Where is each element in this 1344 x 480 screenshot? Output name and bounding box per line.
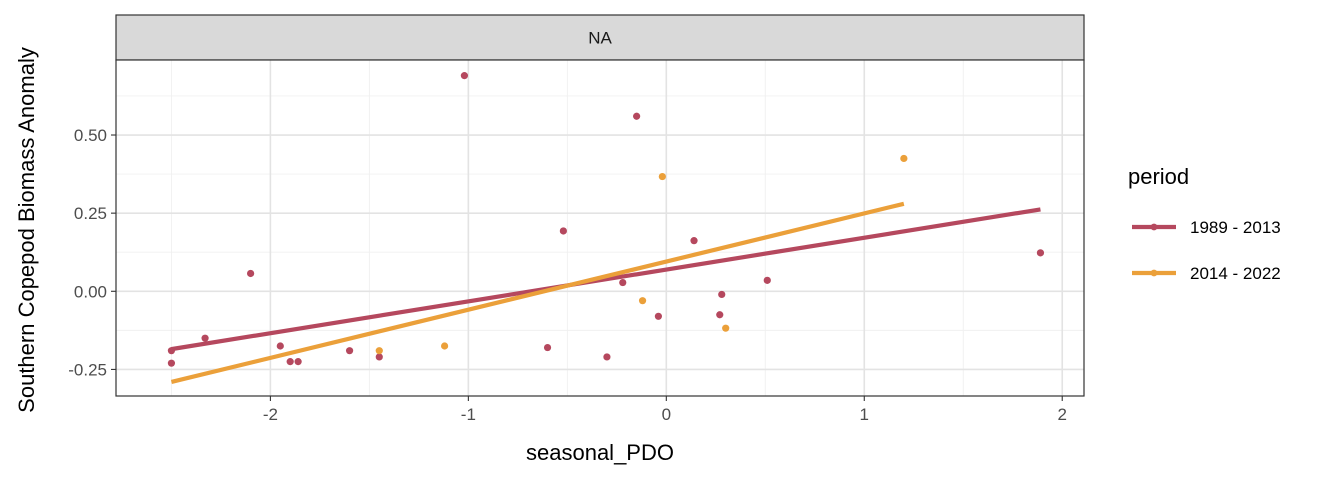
data-point — [375, 353, 383, 361]
x-tick-label: -1 — [461, 405, 476, 424]
data-point — [900, 154, 908, 163]
minor-gridlines — [116, 60, 1084, 396]
data-point — [716, 311, 724, 319]
y-tick-label: -0.25 — [68, 360, 107, 379]
data-point — [633, 112, 641, 120]
legend-label: 1989 - 2013 — [1190, 218, 1281, 237]
facet-strip — [115, 14, 1085, 61]
data-points — [167, 72, 1045, 367]
data-point — [345, 347, 354, 355]
data-point — [638, 297, 647, 305]
data-point — [603, 353, 611, 361]
x-axis-title: seasonal_PDO — [526, 440, 674, 465]
facet-strip-label: NA — [588, 29, 612, 48]
data-point — [294, 358, 302, 366]
data-point — [619, 278, 627, 287]
x-tick-label: 2 — [1057, 405, 1066, 424]
data-point — [276, 342, 284, 350]
data-point — [718, 290, 726, 299]
panel-border — [115, 59, 1085, 397]
data-point — [441, 342, 449, 350]
data-point — [654, 312, 662, 320]
legend-key-point — [1150, 269, 1158, 277]
fit-line-1989-2013 — [171, 207, 1041, 352]
y-axis: -0.25 0.00 0.25 0.50 — [68, 126, 116, 379]
data-point — [1036, 249, 1045, 257]
x-tick-label: -2 — [263, 405, 278, 424]
data-point — [201, 334, 209, 342]
major-gridlines — [116, 60, 1084, 396]
y-tick-label: 0.25 — [74, 204, 107, 223]
data-point — [722, 324, 730, 332]
data-point — [167, 347, 176, 355]
legend-key-point — [1150, 223, 1158, 231]
plot-panel — [116, 60, 1084, 396]
y-tick-label: 0.00 — [74, 282, 107, 301]
y-tick-label: 0.50 — [74, 126, 107, 145]
data-point — [658, 172, 666, 181]
x-axis: -2 -1 0 1 2 — [263, 396, 1067, 424]
data-point — [247, 269, 255, 278]
legend: period 1989 - 2013 2014 - 2022 — [1128, 164, 1281, 283]
data-point — [690, 237, 698, 245]
data-point — [167, 359, 176, 367]
data-point — [543, 343, 552, 352]
y-axis-title: Southern Copepod Biomass Anomaly — [14, 47, 39, 413]
data-point — [559, 227, 567, 235]
x-tick-label: 0 — [662, 405, 671, 424]
data-point — [375, 347, 383, 355]
fit-line-2014-2022 — [170, 201, 905, 384]
data-point — [286, 358, 294, 366]
legend-title: period — [1128, 164, 1189, 189]
legend-label: 2014 - 2022 — [1190, 264, 1281, 283]
x-tick-label: 1 — [860, 405, 869, 424]
fit-lines — [170, 201, 1041, 384]
data-point — [763, 276, 771, 284]
data-point — [460, 72, 469, 80]
legend-entries: 1989 - 2013 2014 - 2022 — [1132, 218, 1281, 283]
